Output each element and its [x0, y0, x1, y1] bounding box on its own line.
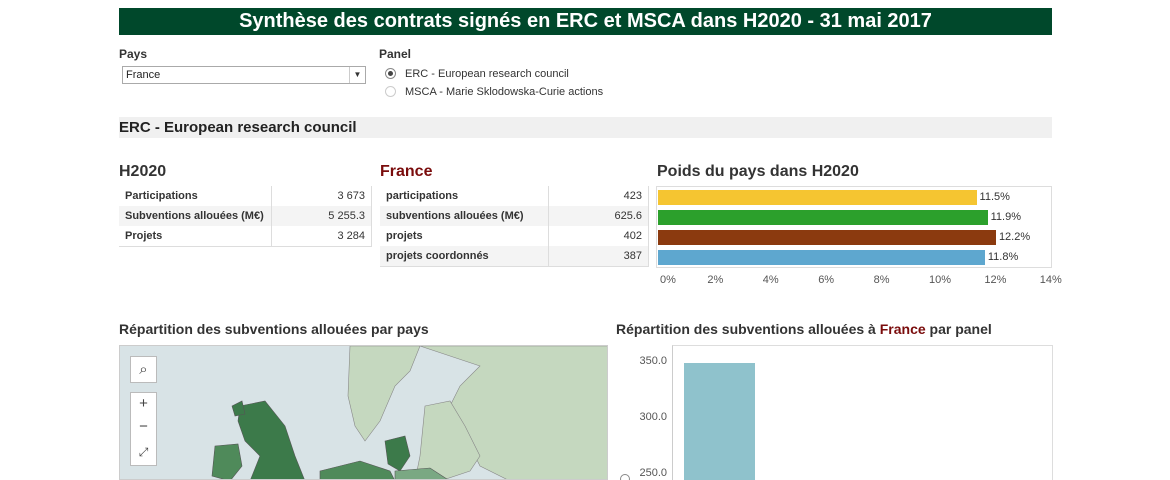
country-value: 387 — [548, 246, 649, 266]
country-value: 402 — [548, 226, 649, 246]
country-value: 423 — [548, 186, 649, 206]
poids-chart — [656, 186, 1052, 268]
section-title: ERC - European research council — [119, 117, 1052, 138]
table-row: projets 402 — [380, 226, 649, 246]
h2020-key: Participations — [119, 186, 272, 206]
axis-handle-icon[interactable] — [620, 474, 630, 480]
poids-bar[interactable] — [658, 230, 996, 245]
table-row: Subventions allouées (M€) 5 255.3 — [119, 206, 372, 226]
poids-x-tick: 12% — [984, 274, 1007, 286]
country-title: France — [380, 163, 433, 180]
poids-x-tick: 2% — [707, 274, 724, 286]
country-key: subventions allouées (M€) — [380, 206, 549, 226]
poids-x-tick: 4% — [762, 274, 779, 286]
poids-bar-label: 11.9% — [990, 211, 1021, 223]
panel-chart — [672, 345, 1053, 480]
h2020-title: H2020 — [119, 163, 167, 180]
h2020-table: Participations 3 673 Subventions allouées… — [119, 186, 372, 247]
panel-chart-title-prefix: Répartition des subventions allouées à — [616, 321, 880, 337]
pays-label: Pays — [119, 47, 148, 61]
poids-bar-label: 12.2% — [998, 231, 1031, 243]
zoom-out-icon[interactable]: − — [130, 416, 157, 440]
country-key: projets coordonnés — [380, 246, 549, 266]
panel-y-tick: 350.0 — [639, 355, 667, 367]
poids-title: Poids du pays dans H2020 — [657, 163, 859, 180]
map-search-icon[interactable]: ⌕ — [130, 356, 157, 383]
radio-erc-label: ERC - European research council — [405, 68, 569, 80]
country-key: participations — [380, 186, 549, 206]
panel-chart-title-suffix: par panel — [925, 321, 992, 337]
reset-map-icon[interactable]: ⤢ — [130, 440, 157, 466]
table-row: projets coordonnés 387 — [380, 246, 649, 266]
country-value: 625.6 — [548, 206, 649, 226]
poids-x-tick: 8% — [873, 274, 890, 286]
h2020-key: Subventions allouées (M€) — [119, 206, 272, 226]
panel-label: Panel — [379, 47, 412, 61]
h2020-key: Projets — [119, 226, 272, 246]
radio-unselected-icon[interactable] — [385, 86, 396, 97]
table-row: Projets 3 284 — [119, 226, 372, 246]
poids-x-tick: 0% — [660, 274, 676, 286]
h2020-value: 3 673 — [271, 186, 372, 206]
panel-bar[interactable] — [684, 363, 755, 480]
panel-chart-title: Répartition des subventions allouées à F… — [616, 321, 992, 337]
table-row: participations 423 — [380, 186, 649, 206]
country-table: participations 423 subventions allouées (… — [380, 186, 649, 267]
panel-y-tick: 250.0 — [639, 467, 667, 479]
map-shapes — [120, 346, 607, 479]
map-title: Répartition des subventions allouées par… — [119, 321, 429, 337]
h2020-value: 5 255.3 — [271, 206, 372, 226]
table-row: subventions allouées (M€) 625.6 — [380, 206, 649, 226]
h2020-value: 3 284 — [271, 226, 372, 246]
europe-map[interactable]: ⌕ + − ⤢ — [119, 345, 608, 480]
radio-selected-icon[interactable] — [385, 68, 396, 79]
chevron-down-icon[interactable]: ▼ — [349, 67, 365, 83]
poids-x-tick: 10% — [929, 274, 952, 286]
table-row: Participations 3 673 — [119, 186, 372, 206]
poids-x-tick: 6% — [818, 274, 835, 286]
poids-bar[interactable] — [658, 210, 988, 225]
poids-bar[interactable] — [658, 250, 985, 265]
panel-chart-title-country: France — [879, 321, 926, 337]
poids-bar[interactable] — [658, 190, 977, 205]
zoom-in-icon[interactable]: + — [130, 392, 157, 416]
panel-y-tick: 300.0 — [639, 411, 667, 423]
poids-bar-label: 11.8% — [987, 251, 1019, 263]
poids-bar-label: 11.5% — [979, 191, 1010, 203]
page-title: Synthèse des contrats signés en ERC et M… — [119, 8, 1052, 35]
poids-x-tick: 14% — [1039, 274, 1062, 286]
country-key: projets — [380, 226, 549, 246]
radio-msca-label: MSCA - Marie Sklodowska-Curie actions — [405, 86, 604, 98]
pays-select-value: France — [126, 69, 161, 81]
pays-select[interactable]: France ▼ — [122, 66, 366, 84]
